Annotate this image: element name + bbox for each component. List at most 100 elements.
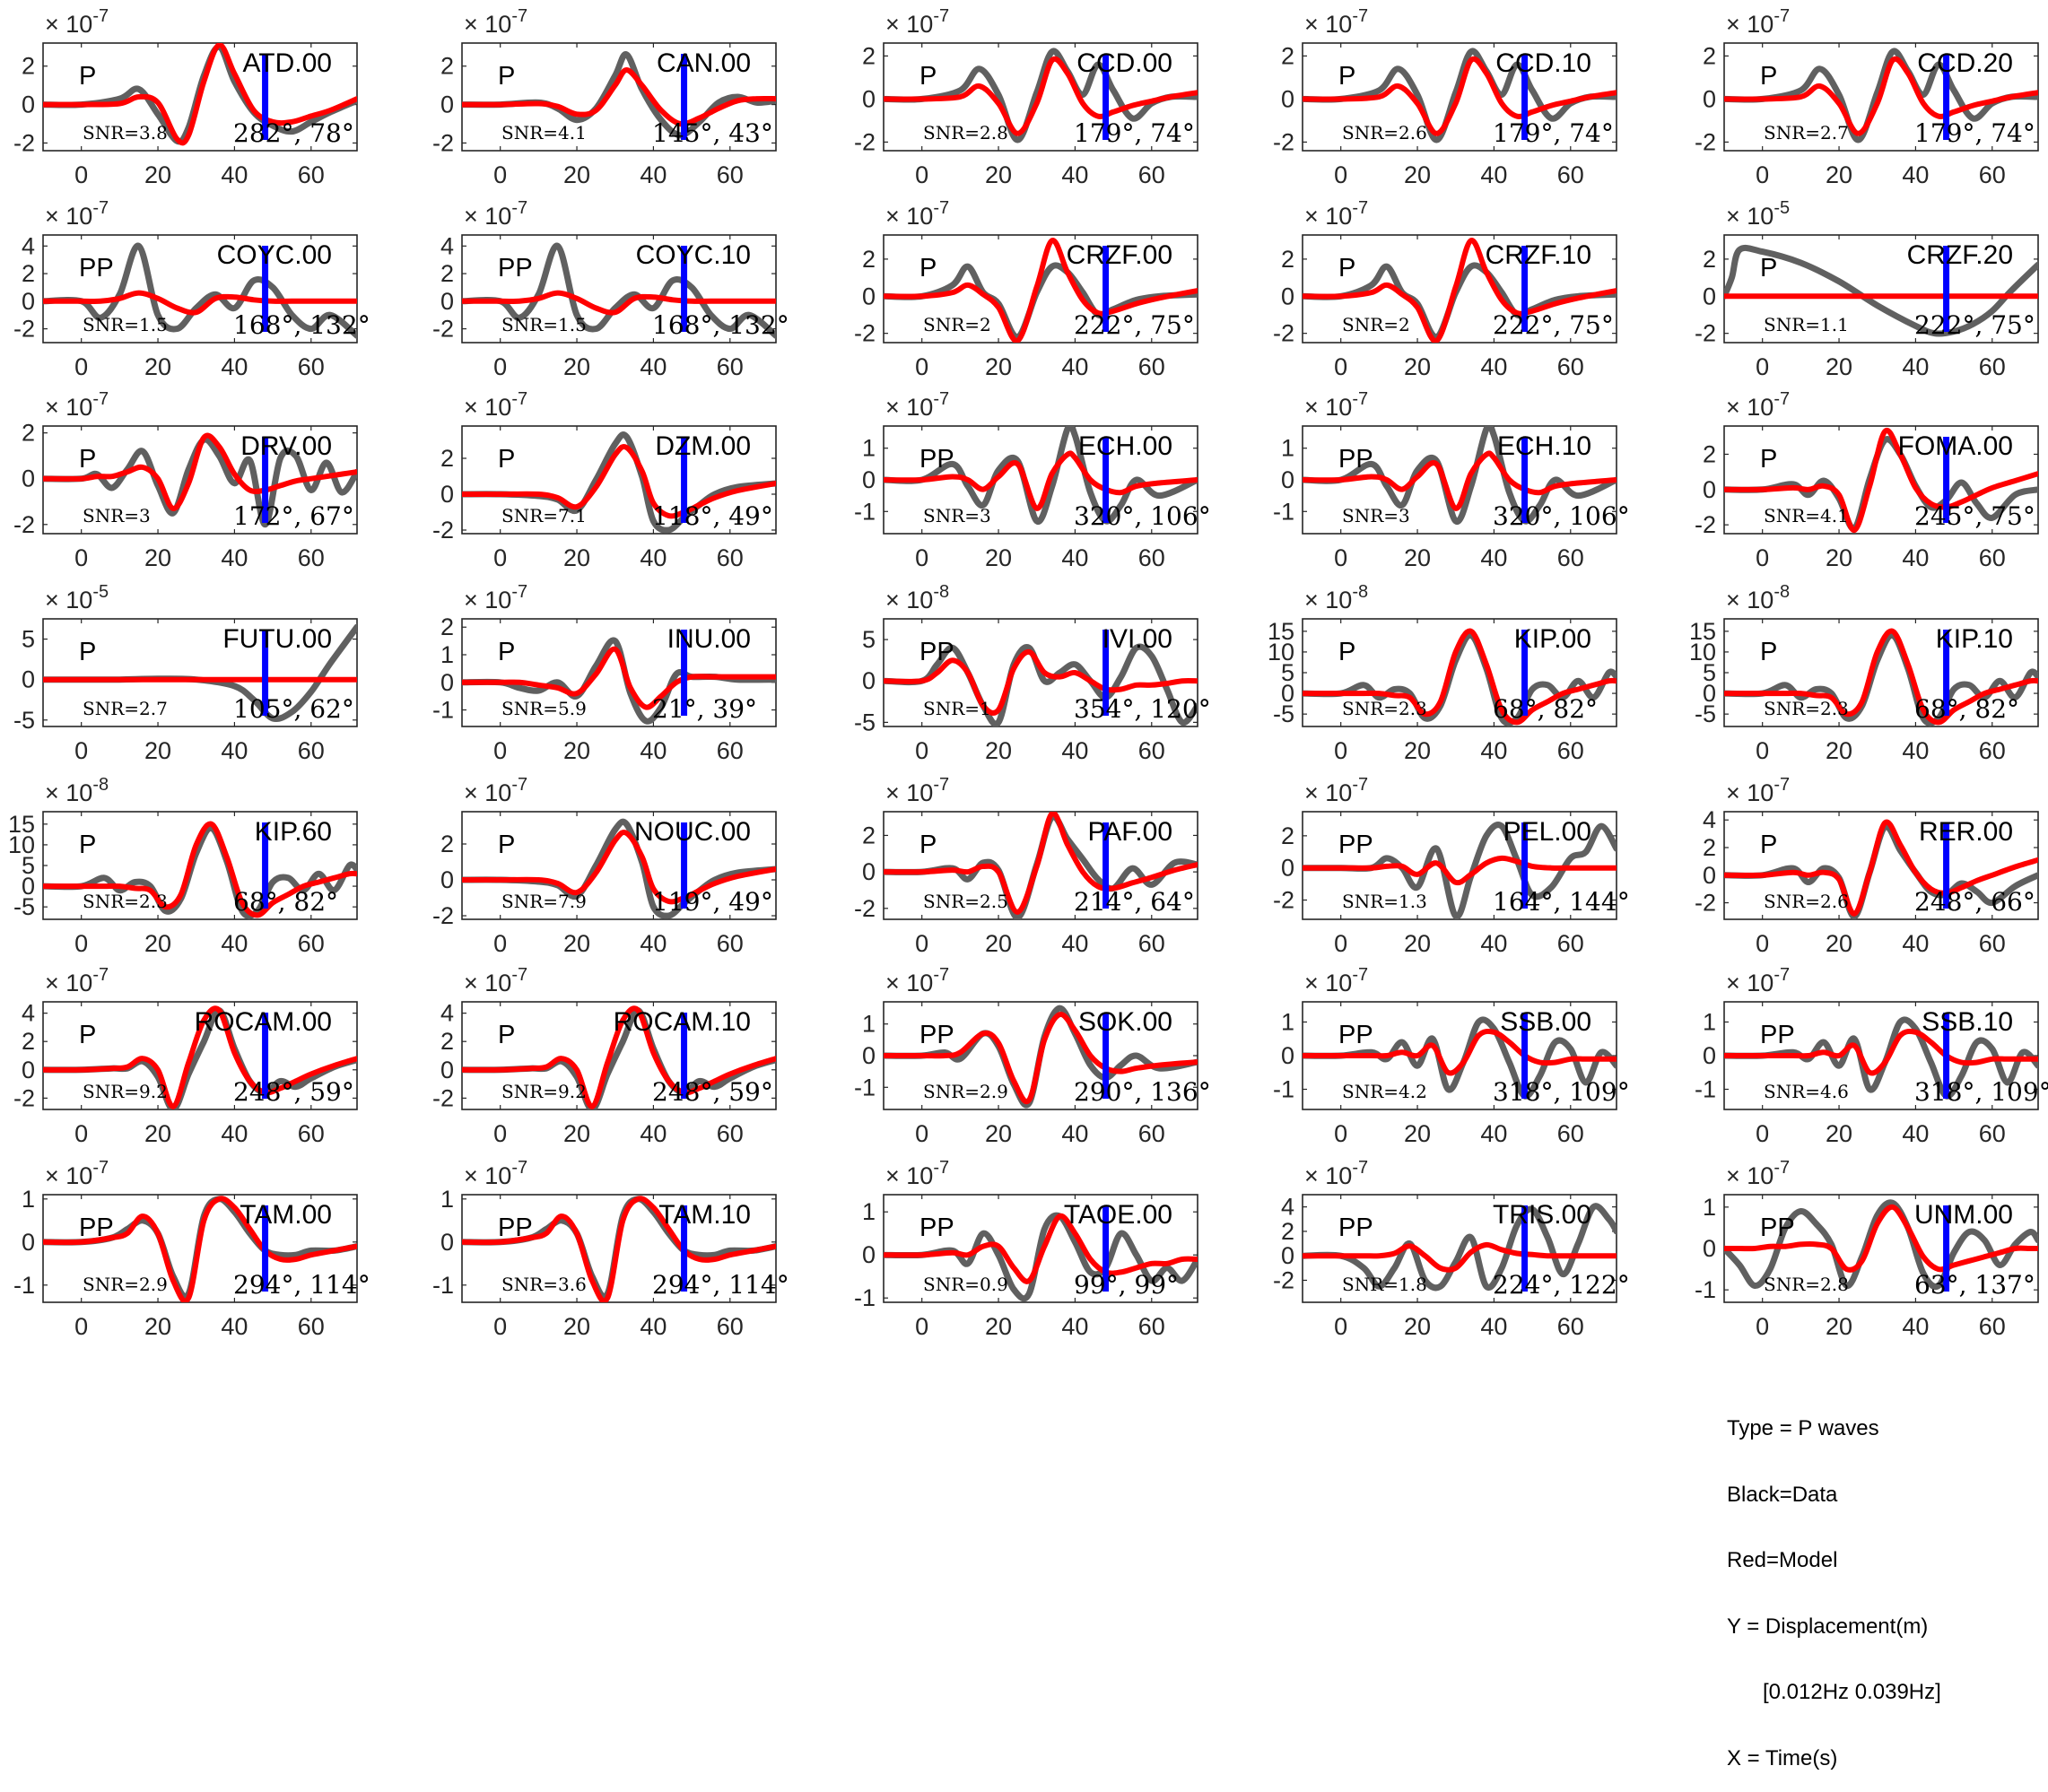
phase-label: P <box>498 1021 515 1049</box>
y-tick-label: -2 <box>1695 890 1716 917</box>
x-tick-label: 60 <box>1979 353 2006 380</box>
y-exponent-label: × 10-7 <box>885 6 949 38</box>
y-exponent-label: × 10-7 <box>1304 198 1368 230</box>
phase-label: P <box>1338 638 1355 666</box>
y-tick-label: 0 <box>1281 283 1294 309</box>
y-tick-label: -5 <box>854 709 876 735</box>
azimuth-takeoff-label: 179°, 74° <box>1074 118 1195 148</box>
phase-label: P <box>1760 638 1777 666</box>
x-tick-label: 40 <box>221 930 248 957</box>
model-trace <box>884 1012 1198 1105</box>
x-tick-label: 40 <box>640 1313 667 1340</box>
x-tick-label: 20 <box>144 737 171 764</box>
y-tick-label: 0 <box>862 466 876 493</box>
phase-label: PP <box>919 445 954 474</box>
subplot-tam-00: 0 20 40 60 -1 0 1 × 10-7 PP TAM.00 SNR=2.9 294°, 11… <box>13 1158 370 1340</box>
y-tick-label: 2 <box>440 53 454 80</box>
station-label: TRIS.00 <box>1493 1200 1591 1230</box>
y-tick-label: 0 <box>1703 476 1716 503</box>
snr-label: SNR=7.1 <box>501 505 587 526</box>
y-tick-label: 0 <box>862 667 876 694</box>
snr-label: SNR=9.2 <box>501 1081 587 1102</box>
y-tick-label: -2 <box>854 128 876 155</box>
y-exponent-label: × 10-7 <box>1726 6 1790 38</box>
snr-label: SNR=2.9 <box>83 1274 168 1295</box>
y-exponent-label: × 10-7 <box>45 198 109 230</box>
y-tick-label: -1 <box>854 498 876 525</box>
y-exponent-label: × 10-7 <box>885 389 949 421</box>
x-tick-label: 20 <box>563 544 590 571</box>
azimuth-takeoff-label: 21°, 39° <box>652 694 757 724</box>
station-label: COYC.10 <box>636 240 751 270</box>
snr-label: SNR=1.8 <box>1342 1274 1427 1295</box>
phase-label: P <box>1338 254 1355 283</box>
y-exponent-label: × 10-7 <box>45 965 109 996</box>
station-label: UNM.00 <box>1914 1200 2013 1230</box>
subplot-ccd-00: 0 20 40 60 -2 0 2 × 10-7 P CCD.00 SNR=2.8 179°, 74° <box>854 6 1198 188</box>
azimuth-takeoff-label: 248°, 59° <box>652 1077 773 1107</box>
y-tick-label: 2 <box>440 1028 454 1055</box>
y-exponent-label: × 10-7 <box>1726 965 1790 996</box>
azimuth-takeoff-label: 118°, 49° <box>652 501 773 531</box>
model-trace <box>1303 238 1617 343</box>
phase-label: P <box>79 1021 96 1049</box>
y-tick-label: 0 <box>1703 1235 1716 1262</box>
x-tick-label: 40 <box>221 353 248 380</box>
y-tick-label: 0 <box>862 1241 876 1268</box>
y-tick-label: -2 <box>13 511 35 538</box>
x-tick-label: 40 <box>1061 1120 1088 1147</box>
legend-type: Type = P waves <box>1727 1416 1879 1440</box>
y-tick-label: -1 <box>854 1284 876 1311</box>
y-exponent-label: × 10-8 <box>885 582 949 613</box>
x-tick-label: 40 <box>1902 737 1929 764</box>
y-tick-label: -2 <box>1695 320 1716 347</box>
model-trace <box>1303 56 1617 136</box>
y-tick-label: 0 <box>440 866 454 893</box>
phase-label: P <box>919 831 937 859</box>
x-tick-label: 20 <box>144 930 171 957</box>
azimuth-takeoff-label: 222°, 75° <box>1493 310 1614 340</box>
y-tick-label: -5 <box>13 707 35 734</box>
y-exponent-label: × 10-7 <box>464 775 527 806</box>
station-label: CCD.00 <box>1076 48 1172 78</box>
x-tick-label: 0 <box>1756 930 1769 957</box>
x-tick-label: 20 <box>1826 544 1852 571</box>
x-tick-label: 60 <box>717 353 744 380</box>
plot-frame <box>42 618 358 727</box>
y-tick-label: 0 <box>862 283 876 309</box>
plot-frame <box>1723 618 2039 727</box>
y-tick-label: 4 <box>1703 806 1716 833</box>
x-tick-label: 40 <box>221 161 248 188</box>
model-trace <box>462 829 776 905</box>
phase-label: PP <box>1338 831 1373 859</box>
model-trace <box>1303 1241 1617 1273</box>
y-tick-label: 0 <box>1703 85 1716 112</box>
phase-label: P <box>79 445 96 474</box>
y-tick-label: 1 <box>440 641 454 668</box>
y-tick-label: 5 <box>1703 659 1716 686</box>
data-trace <box>43 436 357 528</box>
azimuth-takeoff-label: 68°, 82° <box>1914 694 2019 724</box>
station-label: TAM.10 <box>658 1200 751 1230</box>
phase-label: PP <box>79 1214 114 1242</box>
azimuth-takeoff-label: 68°, 82° <box>233 887 338 917</box>
x-tick-label: 60 <box>717 544 744 571</box>
y-exponent-label: × 10-7 <box>1304 775 1368 806</box>
azimuth-takeoff-label: 290°, 136° <box>1074 1077 1211 1107</box>
x-tick-label: 60 <box>1557 161 1584 188</box>
station-label: CAN.00 <box>657 48 751 78</box>
station-label: INU.00 <box>667 624 751 654</box>
azimuth-takeoff-label: 294°, 114° <box>652 1270 789 1300</box>
azimuth-takeoff-label: 164°, 144° <box>1493 887 1630 917</box>
subplot-pel-00: 0 20 40 60 -2 0 2 × 10-7 PP PEL.00 SNR=1.3 164°, 14… <box>1273 775 1630 957</box>
station-label: DZM.00 <box>655 431 751 461</box>
x-tick-label: 0 <box>1756 1313 1769 1340</box>
y-tick-label: 0 <box>22 1057 35 1083</box>
y-tick-label: -1 <box>1273 498 1294 525</box>
y-tick-label: -2 <box>13 129 35 156</box>
y-exponent-label: × 10-7 <box>45 6 109 38</box>
